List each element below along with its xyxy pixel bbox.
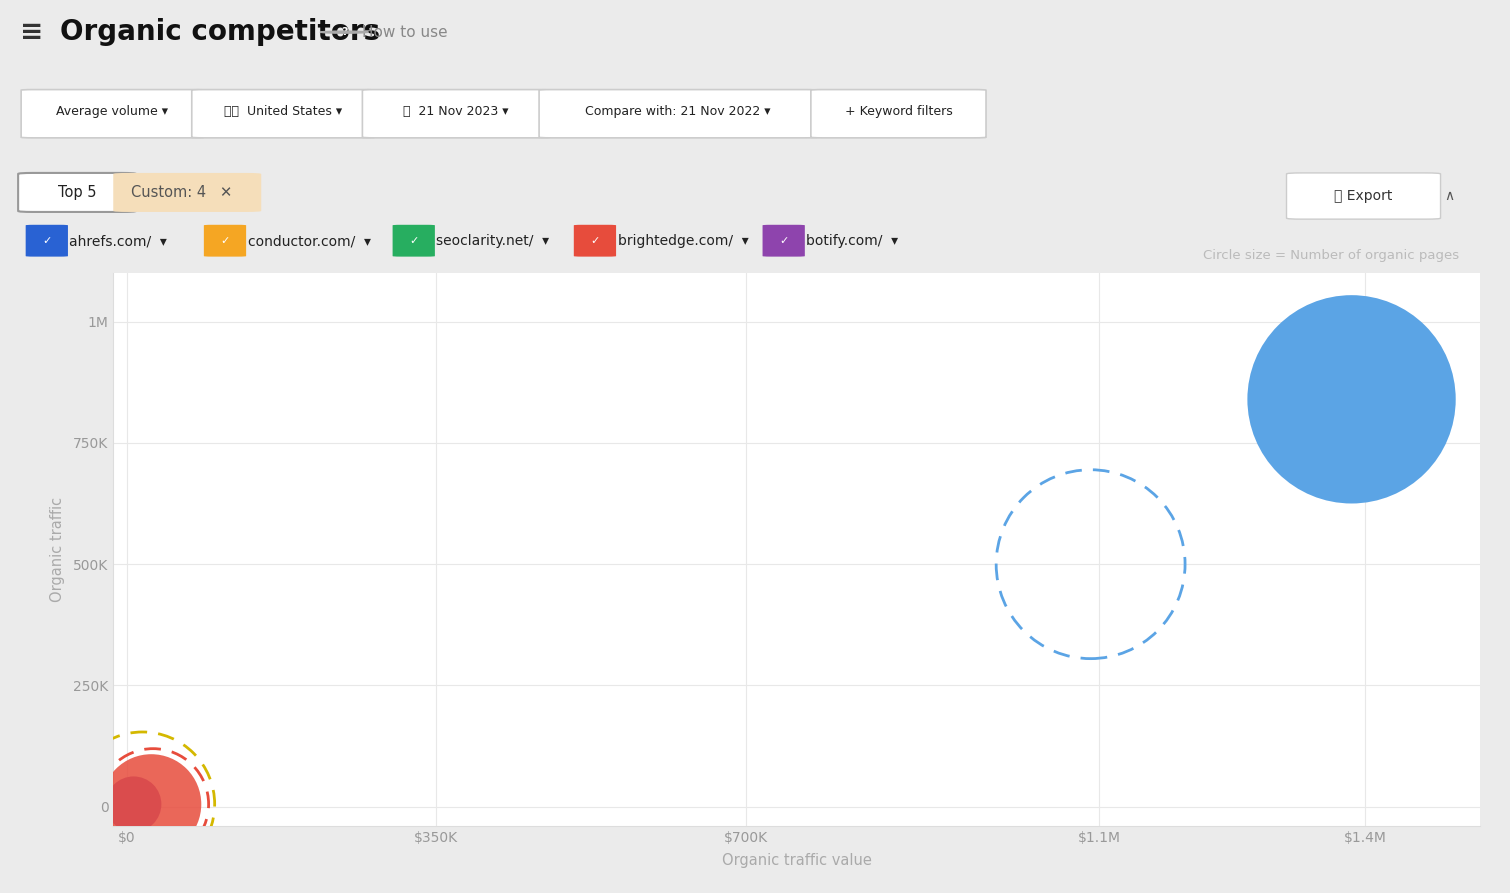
- Text: 📅  21 Nov 2023 ▾: 📅 21 Nov 2023 ▾: [403, 105, 509, 118]
- Text: Compare with: 21 Nov 2022 ▾: Compare with: 21 Nov 2022 ▾: [586, 105, 770, 118]
- FancyBboxPatch shape: [204, 225, 246, 256]
- Text: ∧: ∧: [1445, 188, 1454, 203]
- Text: ≡: ≡: [20, 18, 42, 46]
- FancyBboxPatch shape: [1287, 173, 1441, 219]
- FancyBboxPatch shape: [362, 89, 550, 138]
- Text: ✓: ✓: [409, 237, 418, 246]
- FancyBboxPatch shape: [21, 89, 204, 138]
- X-axis label: Organic traffic value: Organic traffic value: [722, 853, 871, 868]
- Text: botify.com/  ▾: botify.com/ ▾: [806, 234, 898, 248]
- Text: How to use: How to use: [362, 25, 448, 39]
- Text: ✓: ✓: [590, 237, 599, 246]
- Text: 🇺🇸  United States ▾: 🇺🇸 United States ▾: [223, 105, 343, 118]
- Text: ✓: ✓: [220, 237, 230, 246]
- Text: ahrefs.com/  ▾: ahrefs.com/ ▾: [69, 234, 168, 248]
- FancyBboxPatch shape: [113, 173, 261, 212]
- FancyBboxPatch shape: [26, 225, 68, 256]
- Text: Organic competitors: Organic competitors: [60, 18, 381, 46]
- FancyBboxPatch shape: [763, 225, 805, 256]
- FancyBboxPatch shape: [192, 89, 374, 138]
- FancyBboxPatch shape: [574, 225, 616, 256]
- Text: Circle size = Number of organic pages: Circle size = Number of organic pages: [1203, 249, 1459, 263]
- Y-axis label: Organic traffic: Organic traffic: [50, 497, 65, 602]
- Text: ⬛ Export: ⬛ Export: [1335, 188, 1392, 203]
- Text: seoclarity.net/  ▾: seoclarity.net/ ▾: [436, 234, 550, 248]
- Ellipse shape: [101, 755, 201, 855]
- Text: ✓: ✓: [779, 237, 788, 246]
- Text: brightedge.com/  ▾: brightedge.com/ ▾: [618, 234, 749, 248]
- Text: Custom: 4   ✕: Custom: 4 ✕: [130, 185, 233, 200]
- Text: ?: ?: [341, 27, 347, 38]
- FancyBboxPatch shape: [811, 89, 986, 138]
- Text: + Keyword filters: + Keyword filters: [844, 105, 953, 118]
- FancyBboxPatch shape: [393, 225, 435, 256]
- FancyBboxPatch shape: [18, 173, 136, 212]
- FancyBboxPatch shape: [539, 89, 817, 138]
- Ellipse shape: [1247, 296, 1456, 504]
- Ellipse shape: [106, 776, 162, 832]
- Text: Top 5: Top 5: [57, 185, 97, 200]
- Text: Average volume ▾: Average volume ▾: [56, 105, 169, 118]
- Text: conductor.com/  ▾: conductor.com/ ▾: [248, 234, 370, 248]
- Text: ✓: ✓: [42, 237, 51, 246]
- Circle shape: [320, 31, 368, 33]
